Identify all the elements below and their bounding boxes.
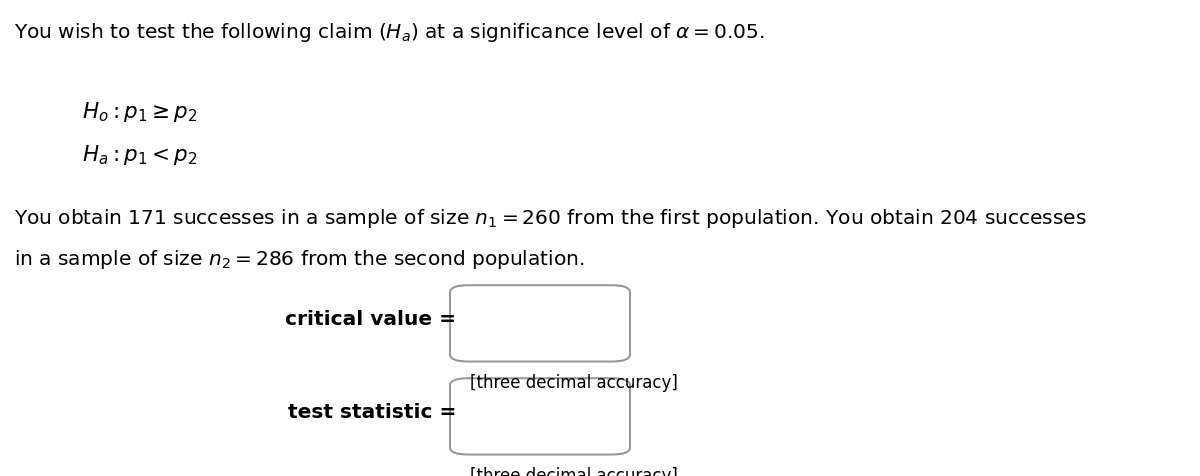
Text: [three decimal accuracy]: [three decimal accuracy] xyxy=(470,374,678,392)
Text: $H_o: p_1 \geq p_2$: $H_o: p_1 \geq p_2$ xyxy=(82,100,197,124)
Text: You wish to test the following claim $(H_a)$ at a significance level of $\alpha : You wish to test the following claim $(H… xyxy=(14,21,766,44)
Text: [three decimal accuracy]: [three decimal accuracy] xyxy=(470,466,678,476)
Text: $H_a: p_1 < p_2$: $H_a: p_1 < p_2$ xyxy=(82,143,197,167)
Text: in a sample of size $n_2 = 286$ from the second population.: in a sample of size $n_2 = 286$ from the… xyxy=(14,248,586,270)
Text: You obtain 171 successes in a sample of size $n_1 = 260$ from the first populati: You obtain 171 successes in a sample of … xyxy=(14,207,1087,230)
Text: critical value =: critical value = xyxy=(286,309,456,328)
Text: test statistic =: test statistic = xyxy=(288,402,456,421)
